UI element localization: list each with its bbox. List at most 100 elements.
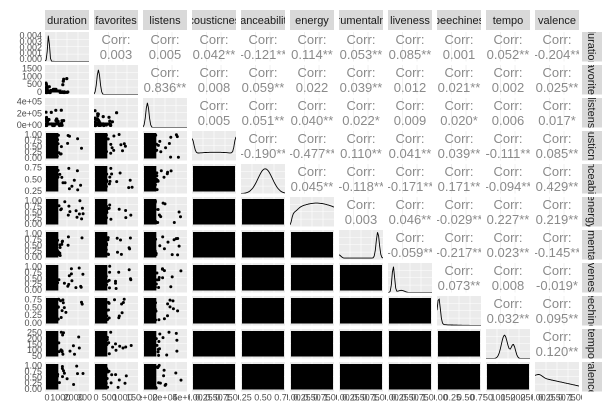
scatter-point [155, 188, 159, 192]
density-curve [143, 102, 187, 128]
dense-point-cloud [46, 298, 59, 324]
row-strip-label: valence [585, 358, 597, 396]
scatter-point [80, 217, 84, 221]
scatter-point [59, 299, 63, 303]
scatter-point [162, 368, 166, 372]
corr-value: 0.836** [144, 80, 187, 95]
scatter-point [166, 314, 169, 318]
column-strip-bg [388, 10, 432, 30]
panel-energy-danceability [241, 197, 285, 227]
y-tick-label: 250 [27, 328, 42, 338]
scatter-point [105, 377, 109, 380]
scatter-point [77, 266, 81, 270]
corr-label: Corr: [151, 65, 180, 80]
x-tick-label: 0.25 [391, 393, 409, 403]
scatter-point [155, 278, 159, 282]
y-tick-label: 0.75 [24, 135, 42, 145]
scatter-point [154, 318, 158, 322]
x-tick-label: 0.50 [254, 393, 272, 403]
scatter-point [63, 200, 67, 204]
x-tick-label: 0.00 [332, 393, 350, 403]
scatter-point [123, 144, 127, 148]
panel-danceability-duration [45, 164, 89, 194]
corr-value: 0.227** [487, 212, 530, 227]
x-tick-label: 0.75 [274, 393, 292, 403]
corr-label: Corr: [494, 98, 523, 113]
scatter-point [58, 243, 62, 247]
x-tick-label: 0 [93, 393, 98, 403]
scatter-point [104, 381, 108, 385]
scatter-point [61, 181, 65, 185]
corr-panel-bg [143, 32, 187, 62]
corr-label: Corr: [494, 230, 523, 245]
scatter-point [54, 118, 58, 123]
x-tick-label: 0.00 [283, 393, 301, 403]
corr-label: Corr: [445, 65, 474, 80]
row-strip-label: liveness [585, 258, 597, 298]
scatter-point [153, 199, 157, 203]
x-tick-label: 0.50 [303, 393, 321, 403]
dense-point-cloud [291, 265, 333, 291]
scatter-point [166, 302, 170, 306]
scatter-point [109, 142, 113, 146]
y-tick-label: 0.50 [24, 141, 42, 151]
scatter-point [61, 375, 64, 379]
scatter-point [157, 353, 161, 357]
panel-energy-liveness: Corr:0.046** [388, 197, 432, 227]
panel-danceability-acousticness [192, 164, 236, 194]
corr-label: Corr: [396, 98, 425, 113]
scatter-point [154, 251, 158, 255]
y-tick-label: 50 [32, 351, 42, 361]
scatter-point [170, 275, 174, 279]
scatter-point [109, 166, 113, 170]
x-tick-label: 0.50 [457, 393, 475, 403]
x-tick-label: 2000 [64, 393, 84, 403]
corr-panel-bg [535, 230, 579, 260]
dense-point-cloud [193, 331, 235, 357]
scatter-point [156, 221, 160, 224]
scatter-point [107, 182, 111, 186]
scatter-point [56, 175, 60, 179]
panel-instrumentalness-instrumentalness [339, 230, 383, 260]
scatter-point [59, 316, 63, 319]
density-curve [94, 69, 138, 95]
scatter-point [155, 365, 159, 369]
panel-acousticness-liveness: Corr:0.041** [388, 131, 432, 161]
scatter-point [61, 298, 65, 302]
scatter-point [111, 345, 115, 349]
row-strip-bg [582, 98, 602, 128]
y-tick-label: 0.003 [19, 36, 42, 46]
column-strip-tempo: tempo [486, 10, 530, 30]
scatter-point [179, 269, 183, 273]
x-axis-liveness: 0.000.250.500.751.00 [385, 393, 435, 403]
scatter-point [118, 171, 122, 175]
scatter-point [94, 109, 97, 113]
dense-point-cloud [340, 331, 382, 357]
scatter-point [76, 372, 79, 376]
corr-value: 0.005 [149, 47, 182, 62]
dense-point-cloud [193, 199, 235, 225]
scatter-point [62, 331, 65, 335]
corr-value: -0.145** [534, 245, 581, 260]
y-tick-label: 1.00 [24, 262, 42, 272]
scatter-point [112, 134, 116, 138]
corr-value: 0.052** [487, 47, 530, 62]
scatter-point [104, 248, 108, 252]
scatter-point [105, 338, 109, 342]
x-tick-label: 200 [510, 393, 525, 403]
scatter-point [57, 278, 61, 282]
panel-liveness-acousticness [192, 263, 236, 293]
dense-point-cloud [242, 199, 284, 225]
panel-tempo-instrumentalness [339, 329, 383, 359]
corr-value: 0.039** [438, 146, 481, 161]
panel-valence-valence [535, 362, 579, 392]
dense-point-cloud [144, 166, 157, 192]
corr-label: Corr: [347, 98, 376, 113]
corr-label: Corr: [543, 32, 572, 47]
scatter-point [109, 217, 113, 221]
y-tick-label: 0.25 [24, 246, 42, 256]
panel-danceability-valence: Corr:0.429** [535, 164, 579, 194]
x-tick-label: 0.50 [401, 393, 419, 403]
